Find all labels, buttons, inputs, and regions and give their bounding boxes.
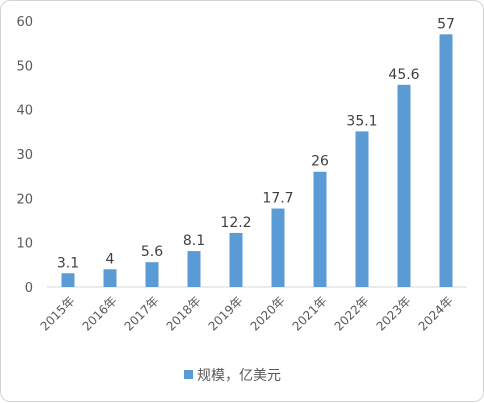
bar bbox=[103, 269, 117, 287]
data-label: 8.1 bbox=[183, 233, 205, 249]
bar bbox=[439, 34, 453, 287]
x-tick-label: 2023年 bbox=[374, 294, 414, 334]
data-label: 12.2 bbox=[220, 215, 251, 231]
x-axis: 2015年 2016年 2017年 2018年 2019年 2020年 2021年 2022年… bbox=[38, 294, 456, 334]
bar bbox=[187, 251, 201, 287]
bar bbox=[229, 232, 243, 287]
legend-swatch bbox=[184, 370, 193, 379]
x-tick-label: 2018年 bbox=[164, 294, 204, 334]
y-tick-label: 10 bbox=[16, 237, 33, 252]
x-tick-label: 2016年 bbox=[80, 294, 120, 334]
x-tick-label: 2024年 bbox=[416, 294, 456, 334]
y-tick-label: 40 bbox=[16, 104, 33, 119]
y-axis: 0 10 20 30 40 50 60 bbox=[16, 15, 33, 296]
bar bbox=[397, 84, 411, 287]
y-tick-label: 20 bbox=[16, 192, 33, 207]
x-tick-label: 2020年 bbox=[248, 294, 288, 334]
legend-label: 规模，亿美元 bbox=[197, 368, 281, 384]
bar bbox=[355, 131, 369, 287]
x-tick-label: 2017年 bbox=[122, 294, 162, 334]
bar bbox=[271, 208, 285, 287]
data-label: 3.1 bbox=[57, 255, 79, 271]
data-label: 5.6 bbox=[141, 244, 163, 260]
bar bbox=[145, 262, 159, 287]
y-tick-label: 60 bbox=[16, 15, 33, 30]
bar bbox=[313, 171, 327, 287]
x-tick-label: 2021年 bbox=[290, 294, 330, 334]
data-label: 57 bbox=[437, 16, 455, 32]
data-label: 35.1 bbox=[346, 113, 377, 129]
x-tick-label: 2019年 bbox=[206, 294, 246, 334]
x-tick-label: 2022年 bbox=[332, 294, 372, 334]
y-tick-label: 0 bbox=[25, 281, 33, 296]
data-label: 26 bbox=[311, 154, 329, 170]
data-label: 4 bbox=[106, 251, 115, 267]
y-tick-label: 30 bbox=[16, 148, 33, 163]
data-label: 17.7 bbox=[262, 191, 293, 207]
bar bbox=[61, 273, 75, 287]
bars bbox=[61, 34, 453, 287]
data-label: 45.6 bbox=[388, 67, 419, 83]
legend: 规模，亿美元 bbox=[184, 368, 281, 384]
y-tick-label: 50 bbox=[16, 59, 33, 74]
x-tick-label: 2015年 bbox=[38, 294, 78, 334]
